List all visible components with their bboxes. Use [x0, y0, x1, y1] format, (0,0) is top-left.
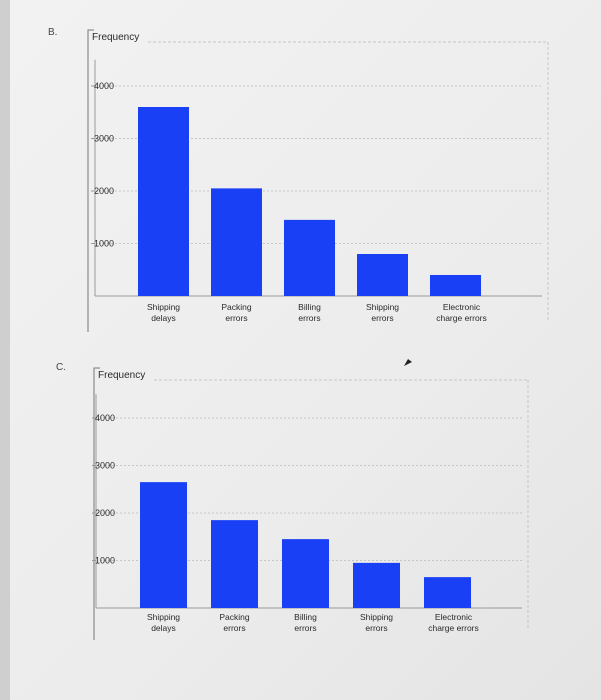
y-tick-label: 2000 — [95, 508, 115, 518]
y-tick-label: 1000 — [95, 556, 115, 566]
x-tick-label: Billing — [294, 612, 317, 622]
y-tick-label: 1000 — [94, 239, 114, 249]
bar — [357, 254, 408, 296]
chart-0: Frequency1000200030004000ShippingdelaysP… — [87, 29, 549, 332]
x-tick-label: Electronic — [435, 612, 473, 622]
x-tick-label: errors — [225, 313, 247, 323]
y-tick-label: 4000 — [94, 81, 114, 91]
x-tick-label: errors — [294, 623, 316, 633]
x-tick-label: errors — [365, 623, 387, 633]
x-tick-label: Packing — [219, 612, 250, 622]
bar — [140, 482, 187, 608]
bar — [211, 188, 262, 296]
x-tick-label: Shipping — [147, 612, 180, 622]
bar — [284, 219, 335, 296]
option-label-c: C. — [56, 362, 66, 373]
x-tick-label: charge errors — [428, 623, 479, 633]
x-tick-label: Shipping — [147, 302, 180, 312]
x-tick-label: charge errors — [436, 313, 487, 323]
x-tick-label: Shipping — [360, 612, 393, 622]
x-tick-label: delays — [151, 313, 176, 323]
y-tick-label: 3000 — [94, 134, 114, 144]
x-tick-label: delays — [151, 623, 176, 633]
chart-frame — [93, 367, 100, 640]
x-tick-label: errors — [223, 623, 245, 633]
page-edge — [0, 0, 10, 700]
bar — [424, 577, 471, 608]
bar — [353, 562, 400, 608]
x-tick-label: Billing — [298, 302, 321, 312]
chart-frame — [87, 29, 94, 332]
x-tick-label: Shipping — [366, 302, 399, 312]
y-axis-label: Frequency — [98, 370, 145, 381]
x-tick-label: Electronic — [443, 302, 481, 312]
y-tick-label: 3000 — [95, 461, 115, 471]
x-tick-label: errors — [298, 313, 320, 323]
x-tick-label: Packing — [221, 302, 252, 312]
chart-1: Frequency1000200030004000ShippingdelaysP… — [92, 367, 529, 640]
option-label-b: B. — [48, 27, 58, 38]
cursor-arrow-icon — [404, 359, 412, 366]
y-axis-label: Frequency — [92, 32, 139, 43]
bar — [211, 520, 258, 608]
bar — [430, 275, 481, 296]
bar — [282, 539, 329, 608]
y-tick-label: 2000 — [94, 186, 114, 196]
x-tick-label: errors — [371, 313, 393, 323]
bar — [138, 107, 189, 296]
y-tick-label: 4000 — [95, 413, 115, 423]
